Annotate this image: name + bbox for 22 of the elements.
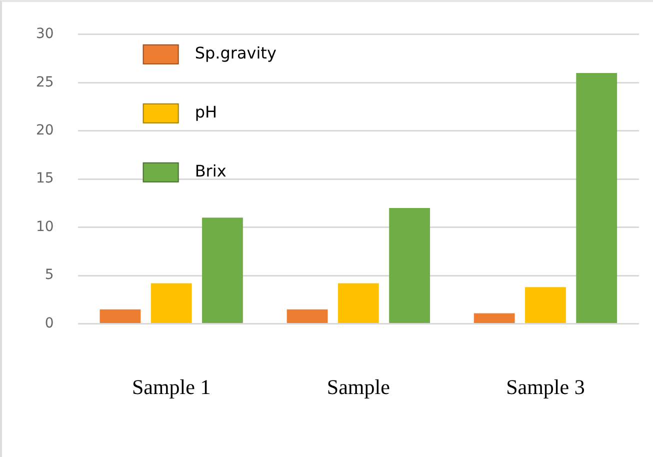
bar (286, 309, 328, 324)
bar (525, 287, 566, 324)
legend-label: Brix (194, 162, 226, 181)
bar (338, 283, 379, 324)
x-tick-label: Sample 1 (132, 374, 211, 399)
x-tick-label: Sample 3 (506, 374, 585, 399)
y-tick-label: 30 (36, 26, 54, 42)
bar (576, 72, 618, 324)
y-tick-label: 20 (36, 122, 54, 139)
bar (474, 313, 515, 324)
y-tick-label: 10 (36, 218, 54, 235)
y-tick-label: 5 (44, 267, 54, 284)
bar (202, 218, 243, 324)
legend-label: pH (194, 102, 217, 122)
y-tick-label: 0 (44, 315, 54, 332)
x-tick-label: Sample (326, 374, 390, 399)
y-tick-label: 15 (36, 170, 54, 187)
legend-label: Sp.gravity (194, 44, 276, 63)
bar (150, 283, 192, 324)
bar (389, 208, 430, 324)
bar (100, 309, 141, 324)
y-tick-label: 25 (36, 74, 54, 90)
